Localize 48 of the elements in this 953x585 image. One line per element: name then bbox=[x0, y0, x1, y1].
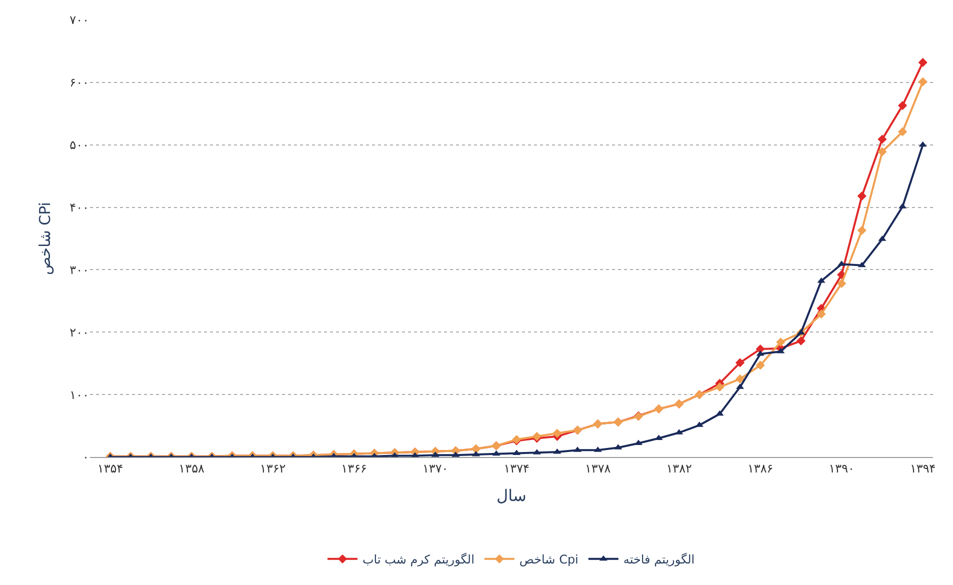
point bbox=[756, 350, 764, 356]
y-axis-title: شاخص CPi bbox=[36, 202, 54, 275]
point bbox=[858, 262, 866, 268]
legend-label: الگوریتم فاخته bbox=[623, 552, 695, 567]
point bbox=[918, 141, 927, 147]
point bbox=[796, 329, 805, 335]
point bbox=[837, 278, 846, 288]
point bbox=[857, 192, 866, 201]
point bbox=[716, 410, 724, 416]
point bbox=[735, 358, 745, 368]
point bbox=[918, 77, 928, 86]
legend-label: الگوریتم کرم شب تاب bbox=[362, 552, 474, 567]
point bbox=[918, 58, 928, 67]
point bbox=[817, 277, 826, 283]
point bbox=[878, 134, 887, 144]
y-tick-label: ۰ bbox=[82, 450, 89, 464]
x-tick-label: ۱۳۵۸ bbox=[178, 461, 206, 476]
y-tick-label: ۷۰۰ bbox=[70, 13, 89, 28]
point bbox=[492, 450, 500, 456]
point bbox=[552, 428, 562, 438]
point bbox=[878, 147, 887, 156]
x-tick-label: ۱۳۷۰ bbox=[422, 461, 448, 476]
x-tick-label: ۱۳۶۲ bbox=[260, 461, 286, 476]
y-tick-label: ۵۰۰ bbox=[70, 138, 89, 152]
point bbox=[796, 336, 806, 346]
x-tick-label: ۱۳۸۶ bbox=[747, 461, 774, 476]
x-tick-label: ۱۳۷۴ bbox=[504, 461, 530, 476]
point bbox=[898, 127, 908, 136]
point bbox=[816, 309, 826, 319]
x-tick-label: ۱۳۹۰ bbox=[828, 461, 854, 476]
point bbox=[756, 360, 765, 370]
point bbox=[857, 226, 866, 235]
legend-label: شاخص Cpi bbox=[519, 552, 578, 567]
point bbox=[735, 374, 745, 384]
x-tick-label: ۱۳۶۶ bbox=[341, 461, 367, 476]
x-tick-label: ۱۳۹۴ bbox=[910, 461, 936, 476]
y-tick-label: ۳۰۰ bbox=[70, 262, 89, 277]
y-tick-label: ۶۰۰ bbox=[70, 76, 89, 90]
y-tick-label: ۴۰۰ bbox=[70, 200, 89, 214]
y-tick-label: ۲۰۰ bbox=[70, 325, 89, 340]
x-axis-title: سال bbox=[496, 486, 526, 506]
point bbox=[898, 100, 908, 110]
x-tick-label: ۱۳۷۸ bbox=[584, 461, 612, 476]
x-tick-label: ۱۳۵۴ bbox=[97, 461, 124, 476]
point bbox=[776, 338, 786, 347]
y-tick-label: ۱۰۰ bbox=[70, 388, 89, 402]
x-tick-label: ۱۳۸۲ bbox=[666, 461, 692, 476]
point bbox=[715, 382, 724, 392]
